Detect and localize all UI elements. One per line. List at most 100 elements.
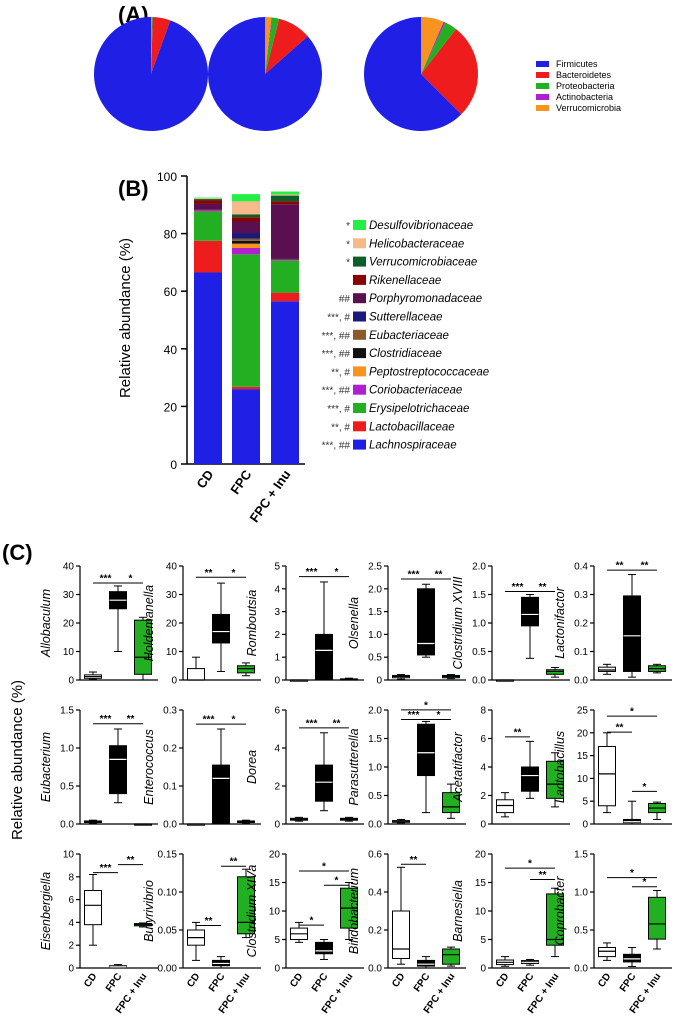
box-y-tick-label: 1.5 xyxy=(60,706,74,717)
y-tick-label: 40 xyxy=(164,343,178,357)
box-y-tick-label: 2 xyxy=(274,782,280,793)
stacked-bar-segment xyxy=(232,214,260,218)
box-y-tick-label: 4 xyxy=(68,918,74,929)
genus-title: Bifidobacterium xyxy=(347,868,361,954)
stacked-bar-segment xyxy=(194,240,222,273)
box-y-tick-label: 0 xyxy=(376,676,382,687)
box-x-category-label: FPC xyxy=(618,971,638,994)
genus-title: Eubacterium xyxy=(39,732,53,802)
box-iqr xyxy=(237,665,255,674)
sig-stars: * xyxy=(643,877,647,888)
box-iqr xyxy=(212,613,230,644)
box-iqr xyxy=(417,588,435,656)
box-y-tick-label: 0.5 xyxy=(574,926,588,937)
stacked-bar-segment xyxy=(271,191,299,195)
box-y-tick-label: 20 xyxy=(577,728,589,739)
genus-title: Romboutsia xyxy=(245,590,259,657)
legend-swatch xyxy=(353,329,366,340)
genus-title: Enterococcus xyxy=(142,729,156,805)
box-y-tick-label: 2.0 xyxy=(472,562,486,573)
sig-stars: ** xyxy=(205,568,213,579)
box-y-tick-label: 1.5 xyxy=(472,590,486,601)
sig-stars: * xyxy=(335,567,339,578)
box-iqr xyxy=(417,959,435,967)
stacked-bar-segment xyxy=(232,240,260,244)
box-y-tick-label: 20 xyxy=(63,619,75,630)
legend-swatch xyxy=(536,83,549,89)
sig-stars: ** xyxy=(127,855,135,866)
legend-swatch xyxy=(353,384,366,395)
box-y-tick-label: 8 xyxy=(68,872,74,883)
stacked-bar-segment xyxy=(271,260,299,261)
sig-stars: ** xyxy=(514,727,522,738)
pie-slice xyxy=(265,17,273,74)
legend-label: Peptostreptococcaceae xyxy=(369,366,489,378)
box-y-tick-label: 8 xyxy=(480,706,486,717)
pie-slice xyxy=(364,17,462,132)
box-y-tick-label: 0.0 xyxy=(574,964,588,975)
sig-stars: ** xyxy=(435,569,443,580)
legend-label: Desulfovibrionaceae xyxy=(369,220,473,232)
sig-stars: *** xyxy=(100,863,112,874)
stacked-bar-segment xyxy=(232,386,260,390)
legend-swatch xyxy=(353,366,366,377)
sig-stars: ** xyxy=(641,561,649,572)
box-y-tick-label: 30 xyxy=(63,590,75,601)
significance-marker: ## xyxy=(339,294,351,305)
significance-marker: ***, ## xyxy=(322,386,351,397)
box-y-tick-label: 2 xyxy=(480,791,486,802)
significance-marker: * xyxy=(346,221,350,232)
stacked-bar-segment xyxy=(232,243,260,248)
box-iqr xyxy=(315,764,333,802)
sig-stars: * xyxy=(528,859,532,870)
sig-stars: * xyxy=(630,868,634,879)
box-iqr xyxy=(623,818,641,824)
sig-stars: ** xyxy=(616,723,624,734)
sig-stars: * xyxy=(437,710,441,721)
stacked-bar-segment xyxy=(194,197,222,199)
box-y-tick-label: 0 xyxy=(480,964,486,975)
box-y-tick-label: 1.0 xyxy=(574,888,588,899)
stacked-bar-segment xyxy=(271,204,299,259)
box-iqr xyxy=(187,668,205,681)
stacked-bar-segment xyxy=(232,254,260,387)
box-iqr xyxy=(315,941,333,955)
sig-stars: ** xyxy=(127,714,135,725)
stacked-bar-segment xyxy=(232,238,260,241)
stacked-bar-segment xyxy=(232,194,260,202)
sig-stars: ** xyxy=(205,916,213,927)
stacked-bar-segment xyxy=(232,248,260,255)
box-y-tick-label: 0.4 xyxy=(368,888,382,899)
box-y-tick-label: 1.5 xyxy=(368,607,382,618)
box-iqr xyxy=(134,619,152,675)
pie-slice xyxy=(151,17,171,75)
box-x-category-label: FPC xyxy=(310,971,330,994)
legend-label: Sutterellaceae xyxy=(369,312,443,324)
legend-label: Actinobacteria xyxy=(556,92,613,102)
box-y-tick-label: 1.0 xyxy=(472,619,486,630)
box-y-tick-label: 5 xyxy=(274,562,280,573)
legend-label: Porphyromonadaceae xyxy=(369,293,482,305)
pie-slice xyxy=(421,28,479,115)
sig-stars: ** xyxy=(616,561,624,572)
box-y-tick-label: 40 xyxy=(63,562,75,573)
box-y-tick-label: 0 xyxy=(171,676,177,687)
box-iqr xyxy=(392,910,410,959)
box-y-tick-label: 0.4 xyxy=(574,562,588,573)
box-iqr xyxy=(598,666,616,672)
box-iqr xyxy=(84,889,102,926)
legend-label: Lachnospiraceae xyxy=(369,440,457,452)
sig-stars: * xyxy=(643,782,647,793)
genus-title: Clostridium XVIII xyxy=(451,576,465,670)
stacked-bar-segment xyxy=(194,203,222,210)
stacked-bar-segment xyxy=(194,199,222,201)
box-iqr xyxy=(598,745,616,807)
legend-label: Verrucomicrobia xyxy=(556,103,621,113)
sig-stars: *** xyxy=(408,710,420,721)
significance-marker: * xyxy=(346,258,350,269)
y-axis-title: Relative abundance (%) xyxy=(117,238,134,398)
